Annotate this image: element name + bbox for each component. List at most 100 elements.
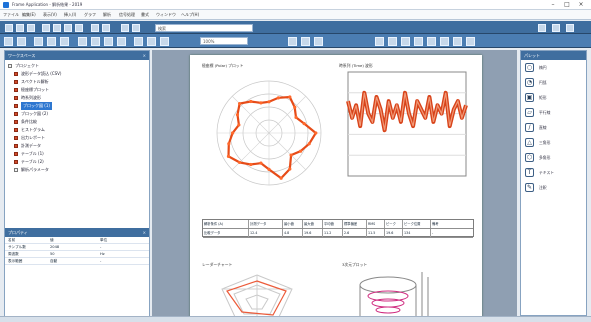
layer-icon[interactable] — [288, 37, 297, 46]
text-style-icon[interactable] — [160, 37, 169, 46]
align-icon[interactable] — [104, 37, 113, 46]
property-row[interactable]: サンプル数 2048 - — [5, 244, 149, 251]
table-style-icon[interactable] — [147, 37, 156, 46]
palette-text[interactable]: T テキスト — [521, 165, 586, 180]
help-icon[interactable] — [552, 24, 560, 32]
cut-icon[interactable] — [53, 24, 61, 32]
distribute-icon[interactable] — [375, 37, 384, 46]
palette-parallel[interactable]: ▱ 平行線 — [521, 105, 586, 120]
palette-ellipse[interactable]: ○ 楕円 — [521, 60, 586, 75]
chart-icon — [14, 104, 18, 108]
pdf-icon[interactable] — [466, 37, 475, 46]
palette-arc[interactable]: ◔ 円弧 — [521, 75, 586, 90]
menu-insert[interactable]: 挿入(I) — [64, 12, 77, 17]
tree-item[interactable]: ブロック図 (2) — [5, 110, 149, 118]
menu-format[interactable]: 書式 — [141, 12, 149, 17]
redo-icon[interactable] — [102, 24, 110, 32]
close-button[interactable]: × — [578, 1, 584, 8]
tree-label: ブロック図 (1) — [21, 102, 52, 110]
open-folder-icon[interactable] — [16, 24, 24, 32]
grid-icon[interactable] — [78, 37, 87, 46]
group-icon[interactable] — [117, 37, 126, 46]
palette-rectangle[interactable]: ▣ 矩形 — [521, 90, 586, 105]
triangle-icon: △ — [525, 138, 534, 147]
tree-item[interactable]: 計測データ — [5, 142, 149, 150]
maximize-button[interactable]: □ — [564, 1, 570, 8]
tree-item[interactable]: スペクトル解析 — [5, 78, 149, 86]
chart-style-icon[interactable] — [134, 37, 143, 46]
send-back-icon[interactable] — [314, 37, 323, 46]
menu-file[interactable]: ファイル — [3, 12, 19, 17]
table-header-cell: 備考 — [432, 222, 439, 226]
undo-icon[interactable] — [91, 24, 99, 32]
line-chart[interactable] — [340, 69, 472, 197]
tree-item-selected[interactable]: ブロック図 (1) — [5, 102, 149, 110]
table-cell: 134 — [403, 229, 431, 237]
fit-page-icon[interactable] — [60, 37, 69, 46]
tree-item[interactable]: 解析パラメータ — [5, 166, 149, 174]
settings-icon — [14, 168, 18, 172]
settings-icon[interactable] — [538, 24, 546, 32]
tree-item-project[interactable]: プロジェクト — [5, 62, 149, 70]
zoom-select[interactable]: 100% — [200, 37, 248, 45]
tree-item[interactable]: ヒストグラム — [5, 126, 149, 134]
minimize-button[interactable]: – — [551, 1, 555, 8]
search-input[interactable]: 検索 — [155, 24, 253, 32]
menu-edit[interactable]: 編集(E) — [22, 12, 36, 17]
tree-item[interactable]: 時系列波形 — [5, 94, 149, 102]
lock-icon[interactable] — [401, 37, 410, 46]
polar-series — [227, 95, 318, 180]
palette-triangle[interactable]: △ 三角形 — [521, 135, 586, 150]
close-pane-icon[interactable]: × — [142, 230, 146, 235]
menu-analysis[interactable]: 解析 — [103, 12, 111, 17]
menu-window[interactable]: ウィンドウ — [156, 12, 176, 17]
polar-chart[interactable] — [197, 69, 337, 197]
table-header-cell: 計測データ — [249, 220, 283, 228]
palette-pane: パレット ○ 楕円 ◔ 円弧 ▣ 矩形 ▱ 平行線 / 直線 △ 三角形 ⬡ 多角形 T テキス… — [520, 50, 587, 316]
polar-point — [294, 115, 298, 119]
property-row[interactable]: 表示範囲 自動 - — [5, 258, 149, 265]
polar-point — [237, 101, 242, 106]
save-icon[interactable] — [27, 24, 35, 32]
tree-item[interactable]: テーブル (2) — [5, 158, 149, 166]
select-tool-icon[interactable] — [4, 37, 13, 46]
image-icon[interactable] — [453, 37, 462, 46]
table-row[interactable]: 比較データ 12.4 4.8 19.6 11.2 2.6 11.5 19.6 1… — [203, 229, 473, 238]
chart-icon[interactable] — [121, 24, 129, 32]
palette-annotation[interactable]: ✎ 注釈 — [521, 180, 586, 195]
menu-view[interactable]: 表示(V) — [43, 12, 57, 17]
pan-icon[interactable] — [17, 37, 26, 46]
polar-points — [226, 95, 318, 180]
menu-help[interactable]: ヘルプ(H) — [181, 12, 200, 17]
print-icon[interactable] — [42, 24, 50, 32]
menu-signal[interactable]: 信号処理 — [119, 12, 135, 17]
zoom-out-icon[interactable] — [47, 37, 56, 46]
palette-polygon[interactable]: ⬡ 多角形 — [521, 150, 586, 165]
tree-item[interactable]: 出力レポート — [5, 134, 149, 142]
polar-point — [249, 162, 253, 167]
close-pane-icon[interactable]: × — [142, 53, 146, 58]
layout-icon[interactable] — [91, 37, 100, 46]
palette-line[interactable]: / 直線 — [521, 120, 586, 135]
palette-label: テキスト — [539, 170, 555, 175]
tree-item[interactable]: 条件比較 — [5, 118, 149, 126]
table-icon[interactable] — [132, 24, 140, 32]
copy-icon[interactable] — [64, 24, 72, 32]
table-header-cell: 平均値 — [323, 220, 343, 228]
menu-graph[interactable]: グラフ — [84, 12, 96, 17]
app-icon — [3, 2, 9, 8]
tree-item[interactable]: テーブル (1) — [5, 150, 149, 158]
color-icon[interactable] — [414, 37, 423, 46]
user-icon[interactable] — [566, 24, 574, 32]
tree-item[interactable]: 波形データ読込 (CSV) — [5, 70, 149, 78]
new-file-icon[interactable] — [5, 24, 13, 32]
line-color-icon[interactable] — [427, 37, 436, 46]
snap-icon[interactable] — [388, 37, 397, 46]
zoom-in-icon[interactable] — [34, 37, 43, 46]
bring-front-icon[interactable] — [301, 37, 310, 46]
property-row[interactable]: 周波数 50 Hz — [5, 251, 149, 258]
paste-icon[interactable] — [75, 24, 83, 32]
export-icon[interactable] — [440, 37, 449, 46]
tree-item[interactable]: 極座標プロット — [5, 86, 149, 94]
polar-point — [288, 167, 292, 171]
